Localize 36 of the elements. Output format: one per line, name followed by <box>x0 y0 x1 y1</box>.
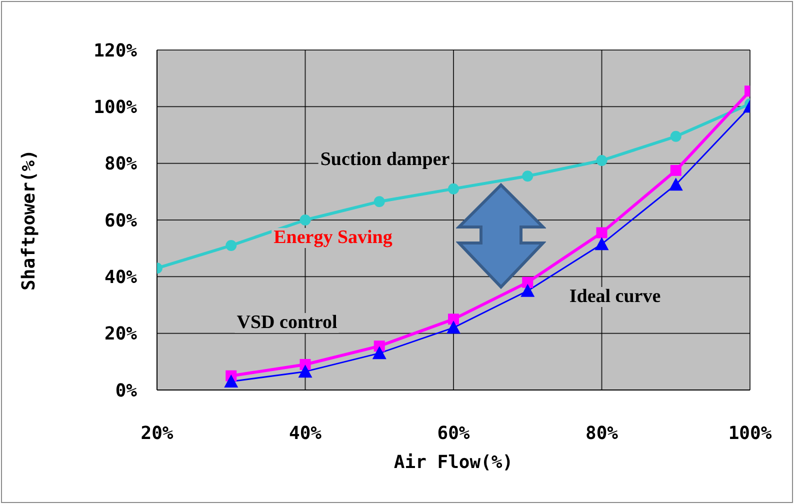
y-axis-title: Shaftpower(%) <box>18 150 40 290</box>
point <box>226 240 237 251</box>
y-tick-label: 100% <box>94 97 138 118</box>
point <box>522 276 534 288</box>
point <box>372 346 386 360</box>
x-tick-label: 20% <box>140 422 174 444</box>
point <box>224 374 238 388</box>
point <box>522 170 534 182</box>
point <box>446 320 460 334</box>
x-tick-label: 100% <box>728 422 772 444</box>
x-tick-label: 40% <box>288 422 322 444</box>
point <box>520 284 535 297</box>
point <box>668 178 683 191</box>
x-tick-label: 60% <box>437 422 470 444</box>
point <box>300 214 311 226</box>
x-axis-title: Air Flow(%) <box>394 452 514 473</box>
point <box>596 155 608 166</box>
point <box>298 364 312 378</box>
x-tick-label: 80% <box>585 422 618 444</box>
point <box>374 196 385 208</box>
point <box>670 130 682 142</box>
y-tick-label: 20% <box>104 324 138 345</box>
series-label: Suction damper <box>318 149 452 170</box>
point <box>670 164 682 176</box>
y-tick-label: 80% <box>104 154 138 175</box>
y-tick-label: 0% <box>115 380 138 402</box>
series-label: Ideal curve <box>567 286 663 307</box>
annotation: Energy Saving <box>272 227 394 248</box>
point <box>594 237 609 250</box>
series-label: VSD control <box>234 312 340 333</box>
y-tick-label: 60% <box>104 210 138 232</box>
y-tick-label: 120% <box>94 40 138 62</box>
point <box>448 314 459 325</box>
y-tick-label: 40% <box>104 267 138 288</box>
point <box>596 227 608 238</box>
point <box>448 183 459 194</box>
